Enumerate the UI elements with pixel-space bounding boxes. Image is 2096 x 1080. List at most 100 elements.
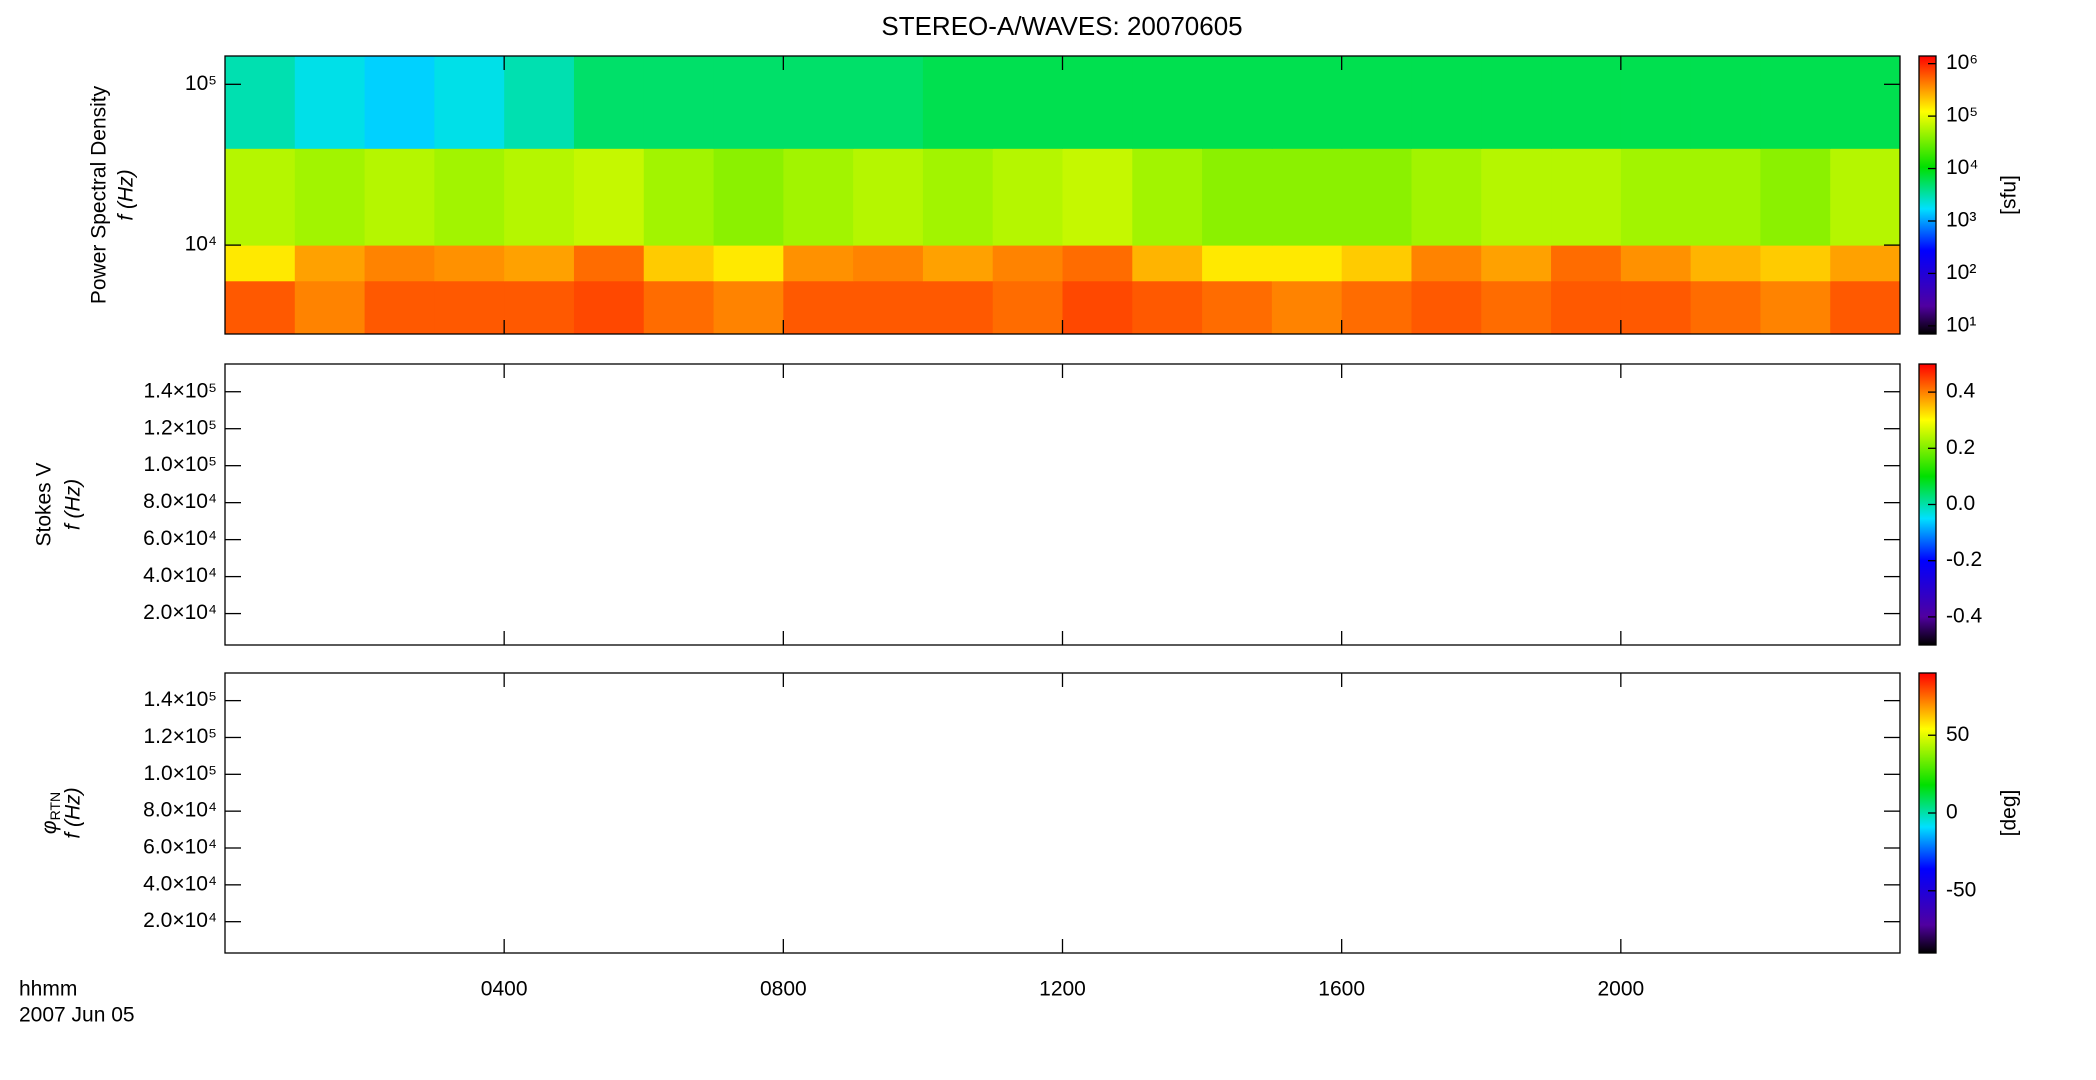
- heatmap-cell: [364, 245, 435, 282]
- colorbar-tick-label: -0.2: [1946, 548, 1982, 571]
- y-tick-label: 10⁵: [185, 72, 217, 95]
- heatmap-cell: [1341, 56, 1412, 149]
- x-tick-label: 0400: [481, 978, 528, 1001]
- heatmap-cell: [1202, 280, 1273, 335]
- colorbar-tick-label: -50: [1946, 878, 1976, 901]
- heatmap-cell: [1062, 56, 1133, 149]
- heatmap-cell: [713, 56, 784, 149]
- heatmap-cell: [1551, 245, 1622, 282]
- colorbar: [1918, 55, 1937, 335]
- heatmap-cell: [1271, 148, 1343, 246]
- heatmap-cell: [1132, 245, 1203, 282]
- heatmap-cell: [922, 148, 994, 246]
- y-axis-label-symbol: φ: [38, 820, 61, 834]
- x-tick-label: 2000: [1597, 978, 1644, 1001]
- heatmap-cell: [434, 245, 505, 282]
- y-tick-label: 1.4×10⁵: [143, 379, 217, 402]
- heatmap-cell: [434, 56, 505, 149]
- heatmap-cell: [1690, 56, 1761, 149]
- heatmap-cell: [1620, 148, 1692, 246]
- heatmap-cell: [364, 148, 435, 246]
- heatmap-cell: [504, 245, 575, 282]
- colorbar-label: [deg]: [1998, 790, 2021, 837]
- y-tick-label: 4.0×10⁴: [143, 872, 217, 895]
- y-tick-label: 6.0×10⁴: [143, 527, 217, 550]
- heatmap-cell: [1202, 148, 1273, 246]
- heatmap-cell: [1830, 280, 1901, 335]
- heatmap-cell: [783, 280, 854, 335]
- heatmap-cell: [1760, 148, 1831, 246]
- heatmap-cell: [434, 280, 505, 335]
- y-axis-label-subscript: RTN: [47, 792, 63, 821]
- heatmap-cell: [713, 245, 784, 282]
- x-tick-label: 0800: [760, 978, 807, 1001]
- heatmap-cell: [1830, 245, 1901, 282]
- heatmap-cell: [1481, 56, 1552, 149]
- heatmap-cell: [992, 148, 1063, 246]
- colorbar-tick-label: 0: [1946, 801, 1958, 824]
- colorbar-tick-label: 10⁶: [1946, 51, 1978, 74]
- colorbar-tick-label: 10³: [1946, 209, 1976, 232]
- y-tick-label: 8.0×10⁴: [143, 799, 217, 822]
- y-tick-label: 8.0×10⁴: [143, 490, 217, 513]
- heatmap-cell: [1341, 280, 1412, 335]
- colorbar-tick-label: 10¹: [1946, 313, 1976, 336]
- heatmap-cell: [1271, 245, 1343, 282]
- heatmap-cell: [225, 280, 296, 335]
- heatmap-cell: [922, 280, 994, 335]
- heatmap-cell: [1411, 56, 1482, 149]
- heatmap-cell: [1830, 56, 1901, 149]
- heatmap-cell: [225, 56, 296, 149]
- heatmap-cell: [783, 245, 854, 282]
- colorbar-tick-label: -0.4: [1946, 604, 1983, 627]
- heatmap-cell: [225, 148, 296, 246]
- heatmap-cell: [1620, 56, 1692, 149]
- heatmap-cell: [364, 56, 435, 149]
- heatmap-cell: [573, 56, 645, 149]
- heatmap-cell: [504, 280, 575, 335]
- heatmap-cell: [1690, 245, 1761, 282]
- heatmap-cell: [573, 280, 645, 335]
- heatmap-cell: [783, 148, 854, 246]
- y-tick-label: 6.0×10⁴: [143, 836, 217, 859]
- colorbar-tick-label: 10²: [1946, 261, 1976, 284]
- heatmap-cell: [1620, 280, 1692, 335]
- heatmap-cell: [1271, 280, 1343, 335]
- heatmap-cell: [1481, 148, 1552, 246]
- heatmap-cell: [434, 148, 505, 246]
- heatmap-cell: [1132, 148, 1203, 246]
- heatmap-cell: [853, 245, 924, 282]
- heatmap-cell: [992, 280, 1063, 335]
- y-tick-label: 2.0×10⁴: [143, 909, 217, 932]
- chart-title: STEREO-A/WAVES: 20070605: [881, 11, 1242, 41]
- heatmap-cell: [1411, 245, 1482, 282]
- colorbar-tick-label: 0.4: [1946, 380, 1976, 403]
- heatmap-cell: [573, 245, 645, 282]
- y-axis-label: Power Spectral Density: [88, 85, 111, 304]
- y-tick-label: 1.0×10⁵: [143, 453, 217, 476]
- heatmap-cell: [364, 280, 435, 335]
- heatmap-cell: [713, 148, 784, 246]
- heatmap-cell: [853, 56, 924, 149]
- heatmap-cell: [1760, 245, 1831, 282]
- heatmap-cell: [643, 245, 715, 282]
- heatmap-cell: [1271, 56, 1343, 149]
- heatmap-cell: [294, 148, 366, 246]
- heatmap-cell: [1411, 148, 1482, 246]
- heatmap-cell: [922, 245, 994, 282]
- plot-frame: [224, 672, 1901, 954]
- colorbar-tick-label: 50: [1946, 723, 1969, 746]
- heatmap-cell: [1062, 280, 1133, 335]
- heatmap-cell: [1341, 148, 1412, 246]
- heatmap-cell: [1202, 56, 1273, 149]
- heatmap-cell: [922, 56, 994, 149]
- date-label: 2007 Jun 05: [19, 1004, 135, 1027]
- colorbar-tick-label: 0.2: [1946, 436, 1975, 459]
- y-axis-label: f (Hz): [62, 787, 85, 838]
- x-tick-label: 1600: [1318, 978, 1365, 1001]
- heatmap-cell: [1690, 148, 1761, 246]
- heatmap-cell: [294, 245, 366, 282]
- y-tick-label: 2.0×10⁴: [143, 601, 217, 624]
- heatmap-cell: [1132, 56, 1203, 149]
